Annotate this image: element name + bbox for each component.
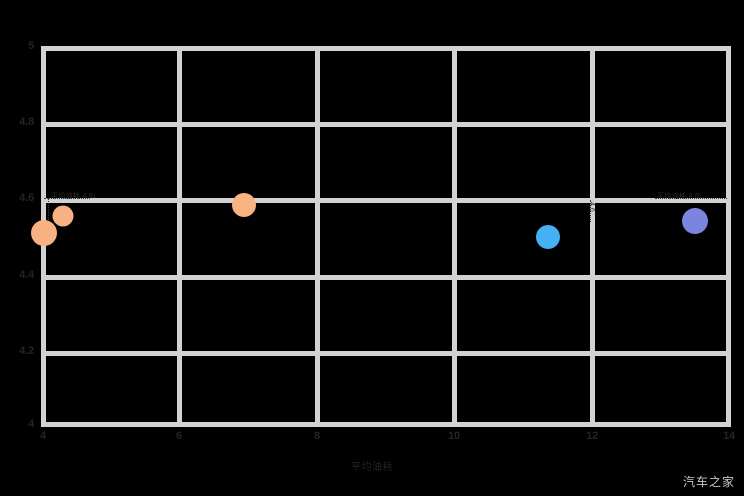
data-point-bubble[interactable] bbox=[52, 205, 74, 227]
x-tick-label: 6 bbox=[176, 430, 182, 442]
annotation-leader-right bbox=[655, 198, 727, 199]
gridline-x-8 bbox=[315, 46, 320, 427]
annotation-leader-left-vertical bbox=[48, 198, 49, 234]
gridline-y-4.2 bbox=[41, 351, 731, 356]
gridline-x-6 bbox=[177, 46, 182, 427]
annotation-label-mid: 4.6 bbox=[588, 202, 595, 212]
x-tick-label: 8 bbox=[314, 430, 320, 442]
data-point-bubble[interactable] bbox=[536, 225, 560, 249]
annotation-label-right: 平均油耗 4.6L bbox=[657, 193, 704, 200]
gridline-y-4.8 bbox=[41, 122, 731, 127]
data-point-bubble[interactable] bbox=[682, 208, 708, 234]
gridline-y-4 bbox=[41, 422, 731, 427]
y-tick-label: 4.8 bbox=[19, 116, 34, 128]
x-axis-title: 平均油耗 bbox=[351, 462, 393, 473]
gridline-x-10 bbox=[452, 46, 457, 427]
gridline-y-4.6 bbox=[41, 198, 731, 203]
gridline-x-12 bbox=[590, 46, 595, 427]
x-tick-label: 10 bbox=[448, 430, 460, 442]
watermark-logo: 汽车之家 bbox=[682, 475, 735, 489]
gridline-y-4.4 bbox=[41, 275, 731, 280]
annotation-label-left: 平均油耗 4.6L bbox=[51, 193, 98, 200]
y-tick-label: 4 bbox=[28, 418, 34, 430]
data-point-bubble[interactable] bbox=[232, 193, 256, 217]
x-tick-label: 4 bbox=[40, 430, 46, 442]
data-point-bubble[interactable] bbox=[31, 220, 57, 246]
y-tick-label: 5 bbox=[28, 40, 34, 52]
y-tick-label: 4.6 bbox=[19, 192, 34, 204]
annotation-leader-mid-vertical bbox=[590, 200, 591, 222]
y-tick-label: 4.2 bbox=[19, 345, 34, 357]
annotation-leader-left bbox=[44, 198, 90, 199]
plot-area: 平均油耗 4.6L 平均油耗 4.6L 4.6 bbox=[31, 46, 731, 427]
gridline-y-5 bbox=[41, 46, 731, 51]
gridline-x-14 bbox=[726, 46, 731, 427]
y-tick-label: 4.4 bbox=[19, 269, 34, 281]
x-tick-label: 12 bbox=[586, 430, 598, 442]
x-tick-label: 14 bbox=[723, 430, 735, 442]
